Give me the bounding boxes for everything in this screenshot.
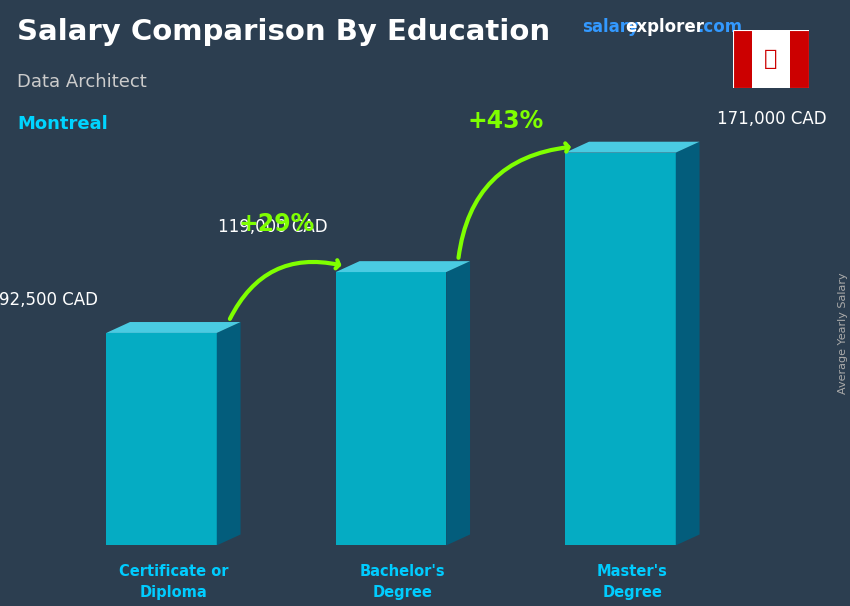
Polygon shape bbox=[217, 322, 241, 545]
Text: Average Yearly Salary: Average Yearly Salary bbox=[838, 273, 848, 394]
Text: Salary Comparison By Education: Salary Comparison By Education bbox=[17, 18, 550, 46]
Text: 119,000 CAD: 119,000 CAD bbox=[218, 218, 327, 236]
Text: +43%: +43% bbox=[468, 110, 544, 133]
Polygon shape bbox=[676, 142, 700, 545]
Text: .com: .com bbox=[697, 18, 742, 36]
Polygon shape bbox=[565, 142, 700, 153]
Bar bbox=[751, 30, 790, 88]
Text: explorer: explorer bbox=[625, 18, 704, 36]
Polygon shape bbox=[446, 261, 470, 545]
Text: Data Architect: Data Architect bbox=[17, 73, 147, 91]
Polygon shape bbox=[336, 261, 470, 272]
Text: 171,000 CAD: 171,000 CAD bbox=[717, 110, 826, 128]
Bar bbox=[733, 30, 751, 88]
Polygon shape bbox=[565, 153, 676, 545]
Text: salary: salary bbox=[582, 18, 639, 36]
Text: Montreal: Montreal bbox=[17, 115, 108, 133]
Text: Bachelor's
Degree: Bachelor's Degree bbox=[360, 564, 445, 600]
Polygon shape bbox=[106, 333, 217, 545]
Text: Master's
Degree: Master's Degree bbox=[597, 564, 668, 600]
Polygon shape bbox=[336, 272, 446, 545]
Polygon shape bbox=[106, 322, 241, 333]
Text: 🍁: 🍁 bbox=[764, 49, 778, 69]
Text: +29%: +29% bbox=[238, 211, 314, 236]
Bar bbox=[790, 30, 809, 88]
Text: Certificate or
Diploma: Certificate or Diploma bbox=[119, 564, 228, 600]
Text: 92,500 CAD: 92,500 CAD bbox=[0, 291, 98, 308]
